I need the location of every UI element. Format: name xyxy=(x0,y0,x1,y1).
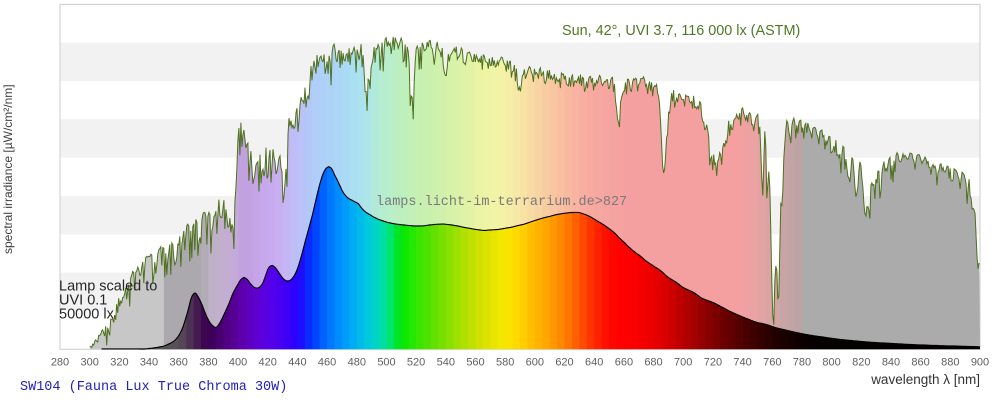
svg-text:280: 280 xyxy=(51,357,69,369)
svg-text:640: 640 xyxy=(585,357,603,369)
svg-text:SW104 (Fauna Lux True Chroma 3: SW104 (Fauna Lux True Chroma 30W) xyxy=(20,380,287,395)
svg-text:50000 lx: 50000 lx xyxy=(59,307,115,323)
svg-text:880: 880 xyxy=(941,357,959,369)
svg-text:720: 720 xyxy=(704,357,722,369)
svg-text:460: 460 xyxy=(318,357,336,369)
svg-text:780: 780 xyxy=(793,357,811,369)
svg-text:360: 360 xyxy=(170,357,188,369)
svg-text:760: 760 xyxy=(763,357,781,369)
svg-text:480: 480 xyxy=(348,357,366,369)
svg-text:560: 560 xyxy=(466,357,484,369)
svg-text:860: 860 xyxy=(911,357,929,369)
svg-text:520: 520 xyxy=(407,357,425,369)
svg-text:400: 400 xyxy=(229,357,247,369)
svg-text:340: 340 xyxy=(140,357,158,369)
svg-text:Sun, 42°, UVI 3.7, 116 000 lx: Sun, 42°, UVI 3.7, 116 000 lx (ASTM) xyxy=(562,23,800,39)
svg-text:660: 660 xyxy=(615,357,633,369)
svg-text:lamps.licht-im-terrarium.de>82: lamps.licht-im-terrarium.de>827 xyxy=(376,195,627,210)
svg-text:wavelength λ [nm]: wavelength λ [nm] xyxy=(870,372,980,387)
svg-text:300: 300 xyxy=(81,357,99,369)
svg-text:820: 820 xyxy=(852,357,870,369)
svg-text:spectral irradiance [µW/cm²/nm: spectral irradiance [µW/cm²/nm] xyxy=(1,84,15,254)
svg-text:380: 380 xyxy=(199,357,217,369)
svg-text:600: 600 xyxy=(526,357,544,369)
svg-text:700: 700 xyxy=(674,357,692,369)
svg-text:500: 500 xyxy=(377,357,395,369)
svg-text:740: 740 xyxy=(733,357,751,369)
svg-text:540: 540 xyxy=(437,357,455,369)
svg-text:580: 580 xyxy=(496,357,514,369)
svg-text:440: 440 xyxy=(288,357,306,369)
svg-text:900: 900 xyxy=(971,357,989,369)
svg-text:800: 800 xyxy=(822,357,840,369)
svg-text:420: 420 xyxy=(259,357,277,369)
svg-text:Lamp scaled to: Lamp scaled to xyxy=(59,279,157,295)
svg-text:UVI 0.1: UVI 0.1 xyxy=(59,293,107,309)
svg-text:620: 620 xyxy=(555,357,573,369)
svg-text:320: 320 xyxy=(110,357,128,369)
svg-text:840: 840 xyxy=(882,357,900,369)
svg-text:680: 680 xyxy=(644,357,662,369)
